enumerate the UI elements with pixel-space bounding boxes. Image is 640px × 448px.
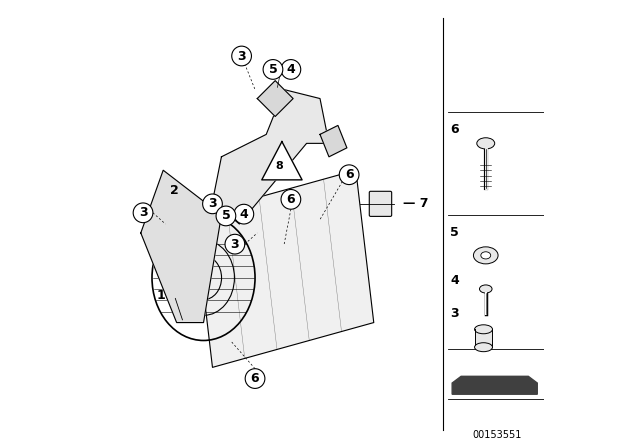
- Circle shape: [225, 234, 244, 254]
- Text: 6: 6: [287, 193, 295, 206]
- Circle shape: [245, 369, 265, 388]
- Circle shape: [133, 203, 153, 223]
- Ellipse shape: [474, 247, 498, 264]
- Polygon shape: [452, 376, 538, 394]
- Bar: [475, 329, 493, 347]
- Text: 4: 4: [450, 273, 459, 287]
- Text: 2: 2: [170, 184, 179, 197]
- Text: 4: 4: [239, 207, 248, 221]
- Circle shape: [281, 190, 301, 209]
- Text: 3: 3: [230, 237, 239, 251]
- Text: 5: 5: [221, 209, 230, 223]
- Ellipse shape: [475, 325, 493, 334]
- Ellipse shape: [477, 138, 495, 149]
- Circle shape: [232, 46, 252, 66]
- Text: — 7: — 7: [403, 197, 428, 211]
- FancyBboxPatch shape: [369, 191, 392, 216]
- Text: 3: 3: [450, 307, 459, 320]
- Polygon shape: [212, 90, 329, 224]
- Polygon shape: [141, 170, 221, 323]
- Text: 3: 3: [139, 206, 147, 220]
- Polygon shape: [320, 125, 347, 157]
- Text: 6: 6: [450, 123, 459, 137]
- Text: 5: 5: [269, 63, 277, 76]
- Circle shape: [203, 194, 222, 214]
- Text: 3: 3: [237, 49, 246, 63]
- Circle shape: [263, 60, 283, 79]
- Text: 8: 8: [276, 161, 284, 171]
- Text: 6: 6: [345, 168, 353, 181]
- Polygon shape: [262, 142, 302, 180]
- Circle shape: [281, 60, 301, 79]
- Text: 4: 4: [287, 63, 295, 76]
- Circle shape: [216, 206, 236, 226]
- Text: 6: 6: [251, 372, 259, 385]
- Text: 3: 3: [208, 197, 217, 211]
- Text: 5: 5: [450, 226, 459, 240]
- Ellipse shape: [479, 285, 492, 293]
- Polygon shape: [195, 170, 374, 367]
- Ellipse shape: [481, 252, 491, 259]
- Polygon shape: [257, 81, 293, 116]
- Ellipse shape: [475, 343, 493, 352]
- Circle shape: [234, 204, 253, 224]
- Circle shape: [339, 165, 359, 185]
- Text: 00153551: 00153551: [472, 430, 522, 439]
- Text: 1: 1: [157, 289, 165, 302]
